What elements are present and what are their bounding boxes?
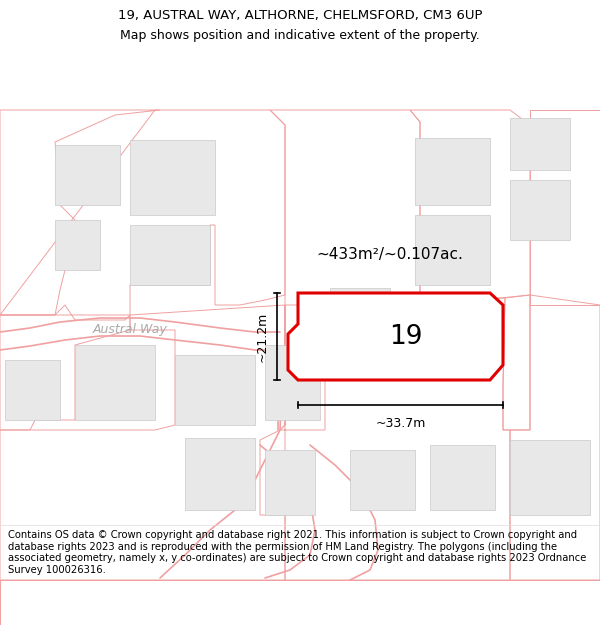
Polygon shape <box>288 293 503 380</box>
Text: Map shows position and indicative extent of the property.: Map shows position and indicative extent… <box>120 29 480 41</box>
Bar <box>0 50 600 525</box>
Text: Contains OS data © Crown copyright and database right 2021. This information is : Contains OS data © Crown copyright and d… <box>8 530 586 575</box>
Polygon shape <box>75 345 155 420</box>
Polygon shape <box>510 440 590 515</box>
Text: ~433m²/~0.107ac.: ~433m²/~0.107ac. <box>317 248 463 262</box>
Polygon shape <box>5 360 60 420</box>
Polygon shape <box>430 445 495 510</box>
Text: ~33.7m: ~33.7m <box>376 417 425 430</box>
Polygon shape <box>350 450 415 510</box>
Text: 19, AUSTRAL WAY, ALTHORNE, CHELMSFORD, CM3 6UP: 19, AUSTRAL WAY, ALTHORNE, CHELMSFORD, C… <box>118 9 482 21</box>
Polygon shape <box>175 355 255 425</box>
Polygon shape <box>130 225 210 285</box>
Polygon shape <box>55 220 100 270</box>
Text: 19: 19 <box>389 324 422 349</box>
Polygon shape <box>55 145 120 205</box>
Polygon shape <box>185 438 255 510</box>
Polygon shape <box>510 118 570 170</box>
Polygon shape <box>415 138 490 205</box>
Polygon shape <box>265 345 320 420</box>
Polygon shape <box>130 140 215 215</box>
Polygon shape <box>510 180 570 240</box>
Text: ~21.2m: ~21.2m <box>256 311 269 362</box>
Polygon shape <box>265 450 315 515</box>
Text: Austral Way: Austral Way <box>92 324 167 336</box>
Polygon shape <box>415 215 490 285</box>
Polygon shape <box>330 288 390 340</box>
